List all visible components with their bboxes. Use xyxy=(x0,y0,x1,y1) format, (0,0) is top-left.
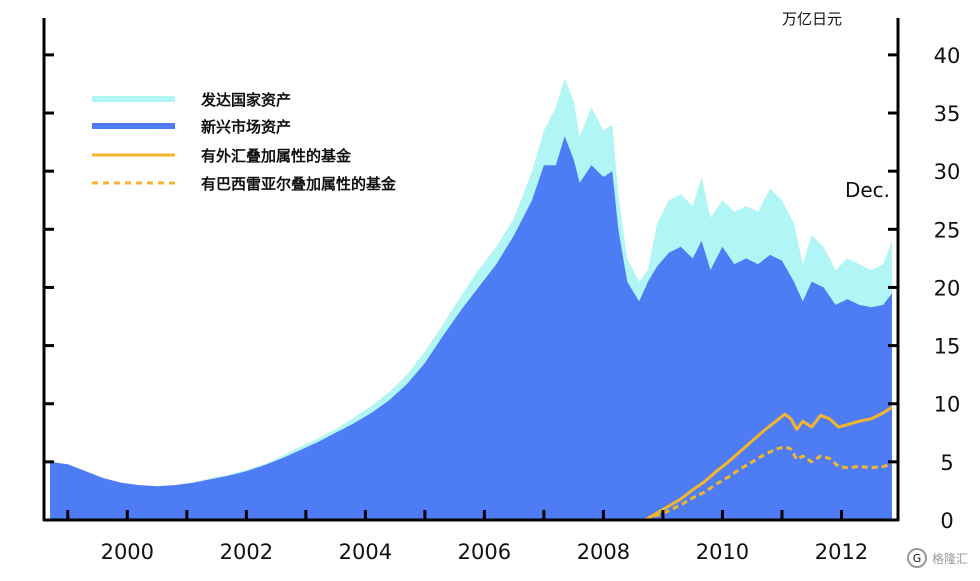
legend-label-0: 发达国家资产 xyxy=(200,91,291,109)
watermark-text: 格隆汇 xyxy=(932,551,968,566)
x-tick-label: 2002 xyxy=(220,540,273,564)
x-tick-label: 2010 xyxy=(696,540,749,564)
x-tick-label: 2008 xyxy=(577,540,630,564)
y-tick-label: 0 xyxy=(940,509,953,533)
y-tick-label: 35 xyxy=(934,102,961,126)
series-line-3 xyxy=(644,445,893,522)
y-tick-label: 5 xyxy=(940,451,953,475)
x-ticks: 2000 2002 2004 2006 2008 2010 2012 xyxy=(66,510,868,564)
x-tick-label: 2000 xyxy=(101,540,154,564)
watermark: G 格隆汇 xyxy=(907,548,968,568)
series-line-2 xyxy=(644,405,893,522)
y-tick-label: 30 xyxy=(934,160,961,184)
x-tick-label: 2004 xyxy=(339,540,392,564)
x-tick-label: 2012 xyxy=(815,540,868,564)
g-logo-icon xyxy=(907,548,927,568)
series-area-1 xyxy=(50,136,892,521)
legend-label-3: 有巴西雷亚尔叠加属性的基金 xyxy=(201,175,397,193)
y-unit-label: 万亿日元 xyxy=(782,10,842,28)
y-tick-label: 40 xyxy=(934,44,961,68)
dec-annotation: Dec. xyxy=(845,178,890,202)
y-tick-label: 20 xyxy=(934,276,961,300)
x-tick-label: 2006 xyxy=(458,540,511,564)
y-tick-label: 15 xyxy=(934,335,961,359)
axes-layer: 0 5 10 15 20 25 30 35 40 2000 2002 2004 2006 2008 201… xyxy=(42,18,960,564)
legend-label-2: 有外汇叠加属性的基金 xyxy=(201,147,352,165)
legend-label-1: 新兴市场资产 xyxy=(201,118,291,136)
y-tick-label: 25 xyxy=(934,218,961,242)
g-logo-letter: G xyxy=(913,552,922,565)
y-ticks: 0 5 10 15 20 25 30 35 40 xyxy=(44,44,960,533)
area-series-layer xyxy=(50,78,892,521)
line-series-layer xyxy=(644,405,893,522)
y-tick-label: 10 xyxy=(934,393,961,417)
